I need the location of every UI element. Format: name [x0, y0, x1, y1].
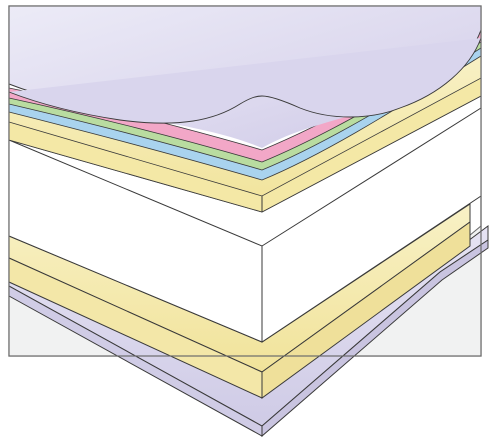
top-membrane: [8, 6, 482, 148]
frame-outline: [8, 5, 482, 357]
